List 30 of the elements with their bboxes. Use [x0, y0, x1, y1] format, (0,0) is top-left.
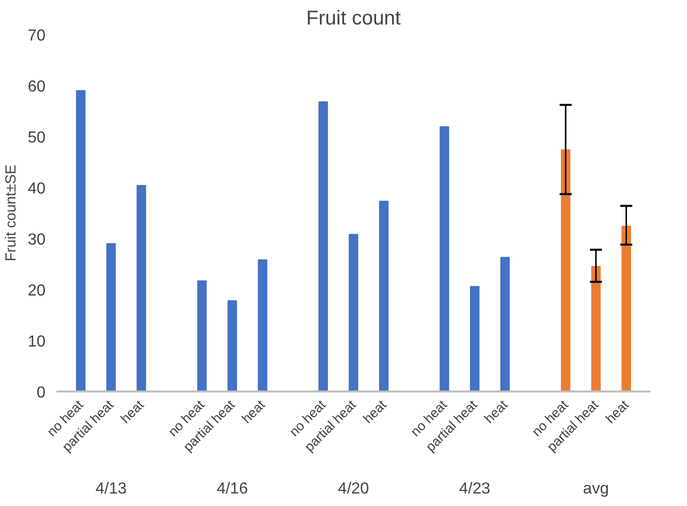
text: 4/13 [95, 480, 127, 498]
bar [440, 126, 450, 392]
y-tick-label: 10 [28, 334, 46, 350]
y-tick-label: 20 [28, 282, 46, 300]
bar [258, 259, 268, 392]
y-axis-title: Fruit count±SE [4, 164, 20, 262]
y-tick-label: 40 [28, 180, 46, 198]
bar [560, 149, 570, 392]
bar [76, 90, 86, 392]
bar [348, 234, 358, 392]
text: 4/16 [216, 480, 248, 498]
y-tick-label: 60 [28, 78, 46, 96]
bar [318, 101, 328, 392]
text: 4/20 [338, 480, 370, 498]
bar [591, 266, 601, 392]
bar [197, 280, 207, 392]
bar [500, 256, 510, 392]
bar [106, 243, 116, 392]
y-tick-label: 0 [36, 384, 46, 402]
chart-title: Fruit count [306, 8, 402, 30]
y-tick-label: 70 [28, 28, 46, 44]
y-tick-label: 50 [28, 130, 46, 146]
y-tick-label: 30 [28, 232, 46, 248]
text: 4/23 [459, 480, 490, 498]
text: avg [583, 480, 609, 498]
bar [470, 286, 480, 392]
bar [228, 300, 238, 392]
bar [622, 226, 631, 392]
bar [136, 184, 146, 392]
bar [379, 200, 389, 392]
